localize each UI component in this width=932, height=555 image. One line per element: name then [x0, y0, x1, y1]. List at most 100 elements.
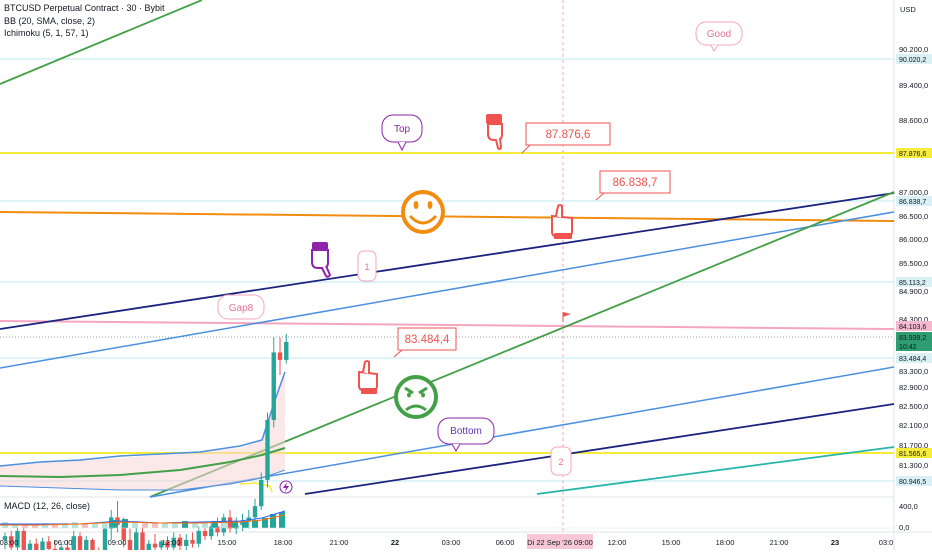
top-callout[interactable]: Top	[381, 114, 423, 152]
price-tag-box	[896, 476, 932, 486]
macd-bar	[279, 512, 285, 528]
candle-body	[140, 532, 145, 555]
wave-2-callout[interactable]: 2	[550, 446, 572, 476]
macd-bar	[270, 514, 276, 528]
top-callout-text: Top	[394, 124, 411, 135]
time-tick-label: 15:00	[218, 538, 237, 547]
time-tick-label: 03:00	[0, 538, 18, 547]
price-tag-box	[896, 341, 932, 351]
navy-trend-line-lower	[304, 403, 895, 495]
time-tick-label: 15:00	[662, 538, 681, 547]
macd-bar	[132, 521, 138, 528]
candle-body	[252, 506, 258, 518]
time-tick-label: 22	[391, 538, 399, 547]
candle-body	[215, 526, 220, 533]
macd-bar	[32, 524, 38, 528]
price-callout-87876[interactable]: 87.876,6	[521, 122, 611, 154]
candle-body	[15, 530, 20, 548]
price-tag-label: 80.946,5	[899, 479, 926, 486]
time-tick-label: 12:00	[608, 538, 627, 547]
blue-trend-line-upper	[0, 211, 895, 369]
wave-1-text: 1	[364, 262, 369, 272]
teal-trend-line	[536, 446, 895, 495]
price-tag-box	[896, 321, 932, 331]
price-tag-label: 10:42	[899, 344, 917, 351]
price-tick-label: 82.900,0	[899, 383, 928, 392]
macd-bar	[262, 518, 268, 528]
candle-body	[2, 536, 8, 540]
price-axis-ticks: 90.200,0 89.400,0 88.600,0 87.000,0 86.500,0…	[899, 45, 928, 470]
time-tick-label: 18:00	[274, 538, 293, 547]
candle-body	[46, 541, 51, 549]
price-tick-label: 81.700,0	[899, 441, 928, 450]
candle-body	[84, 539, 89, 552]
candle-body	[259, 479, 264, 507]
crosshair-time-label: Di 22 Sep '26 09:00	[527, 534, 593, 549]
candle-body	[165, 541, 170, 548]
candle-body	[152, 543, 158, 548]
wave-1-callout[interactable]: 1	[357, 250, 377, 282]
price-callout-86838-text: 86.838,7	[613, 177, 658, 189]
frown-face-icon	[394, 375, 438, 419]
price-axis-background	[894, 0, 932, 550]
price-tag-box	[896, 277, 932, 287]
wave-2-text: 2	[558, 457, 563, 467]
price-tag-box	[896, 54, 932, 64]
price-callout-86838[interactable]: 86.838,7	[595, 170, 671, 201]
price-callout-87876-text: 87.876,6	[546, 129, 591, 141]
legend-symbol[interactable]: BTCUSD Perpetual Contract · 30 · Bybit	[4, 3, 165, 13]
macd-bar	[142, 522, 148, 528]
candle-body	[71, 536, 76, 554]
candle-body	[90, 539, 95, 554]
crosshair-time-text: Di 22 Sep '26 09:00	[527, 538, 593, 547]
bottom-callout[interactable]: Bottom	[437, 417, 495, 453]
time-tick-label: 21:00	[330, 538, 349, 547]
candle-body	[34, 543, 39, 552]
legend-ichimoku[interactable]: Ichimoku (5, 1, 57, 1)	[4, 28, 89, 38]
price-tick-label: 82.100,0	[899, 421, 928, 430]
price-tag-label: 84.103,6	[899, 324, 926, 331]
pointing-hand-icon	[486, 114, 503, 150]
macd-bar	[152, 523, 158, 528]
macd-bar	[202, 522, 208, 528]
macd-bar	[192, 522, 198, 528]
time-tick-label: 09:00	[108, 538, 127, 547]
bollinger-lower	[0, 469, 286, 491]
price-tick-label: 89.400,0	[899, 81, 928, 90]
legend-macd[interactable]: MACD (12, 26, close)	[4, 501, 91, 511]
price-tick-label: 81.300,0	[899, 461, 928, 470]
candle-body	[184, 539, 189, 546]
candle-body	[171, 537, 176, 548]
price-tag-box	[896, 332, 932, 342]
price-tag-label: 83.939,2	[899, 335, 926, 342]
pointing-hand-icon	[311, 242, 332, 278]
candle-body	[209, 526, 214, 537]
price-tag-label: 86.838,7	[899, 199, 926, 206]
macd-bar	[182, 521, 188, 528]
blue-trend-line-lower	[149, 366, 895, 498]
macd-bar	[162, 523, 168, 528]
candle-body	[102, 528, 108, 555]
price-tick-label: 88.600,0	[899, 116, 928, 125]
macd-tick-400: 400,0	[899, 502, 918, 511]
orange-trend-line	[0, 211, 895, 222]
macd-bar	[72, 522, 78, 528]
time-tick-label: 23	[831, 538, 839, 547]
bollinger-fill	[0, 370, 285, 490]
candle-body	[134, 532, 139, 552]
candle-body	[109, 517, 114, 529]
macd-bar	[22, 525, 28, 528]
candle-body	[271, 352, 276, 420]
good-callout[interactable]: Good	[695, 21, 743, 52]
price-callout-83484[interactable]: 83.484,4	[393, 327, 457, 358]
time-tick-label: 12:00	[162, 538, 181, 547]
macd-bar	[212, 521, 218, 528]
gap-callout[interactable]: Gap8	[217, 294, 265, 320]
legend-bollinger[interactable]: BB (20, SMA, close, 2)	[4, 16, 96, 26]
candle-body	[277, 352, 283, 360]
navy-trend-line-upper	[0, 192, 895, 330]
pointing-hand-icon	[358, 360, 378, 394]
time-tick-label: 03:0	[879, 538, 894, 547]
